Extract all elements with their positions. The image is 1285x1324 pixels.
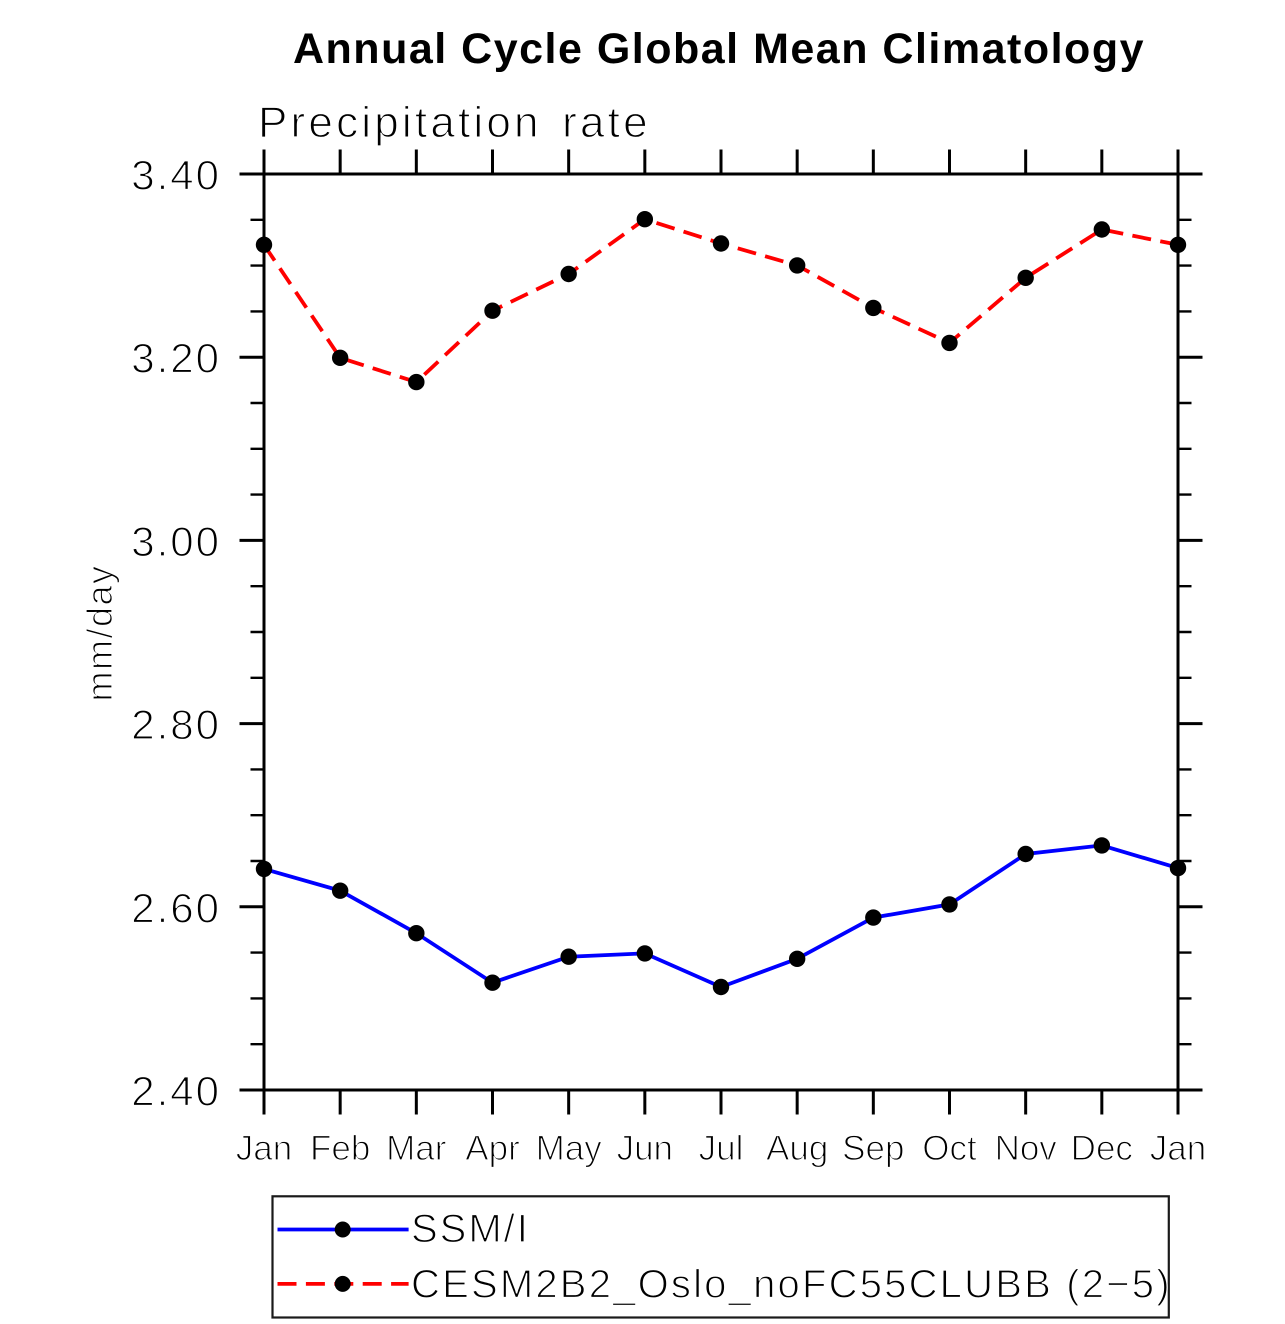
svg-text:Apr: Apr — [465, 1129, 520, 1168]
svg-text:Jun: Jun — [617, 1129, 673, 1168]
svg-text:Annual Cycle Global Mean Clima: Annual Cycle Global Mean Climatology — [293, 25, 1145, 73]
svg-text:2.40: 2.40 — [131, 1068, 221, 1115]
svg-text:Sep: Sep — [842, 1129, 904, 1168]
svg-text:3.20: 3.20 — [131, 335, 221, 382]
svg-text:3.00: 3.00 — [131, 518, 221, 565]
svg-text:May: May — [536, 1129, 603, 1168]
svg-text:2.80: 2.80 — [131, 701, 221, 748]
svg-text:Oct: Oct — [922, 1129, 977, 1168]
svg-text:CESM2B2_Oslo_noFC55CLUBB (2−5): CESM2B2_Oslo_noFC55CLUBB (2−5) — [411, 1262, 1172, 1306]
svg-text:Mar: Mar — [386, 1129, 447, 1168]
svg-text:Jan: Jan — [236, 1129, 292, 1168]
svg-text:Aug: Aug — [766, 1129, 828, 1168]
svg-text:Dec: Dec — [1071, 1129, 1133, 1168]
svg-text:2.60: 2.60 — [131, 884, 221, 931]
svg-text:Jul: Jul — [699, 1129, 744, 1168]
svg-text:SSM/I: SSM/I — [411, 1207, 530, 1251]
svg-text:Precipitation rate: Precipitation rate — [258, 98, 651, 147]
svg-text:Jan: Jan — [1150, 1129, 1206, 1168]
svg-text:Nov: Nov — [995, 1129, 1058, 1168]
svg-text:Feb: Feb — [310, 1129, 370, 1168]
svg-text:mm/day: mm/day — [79, 564, 120, 701]
svg-text:3.40: 3.40 — [131, 152, 221, 199]
